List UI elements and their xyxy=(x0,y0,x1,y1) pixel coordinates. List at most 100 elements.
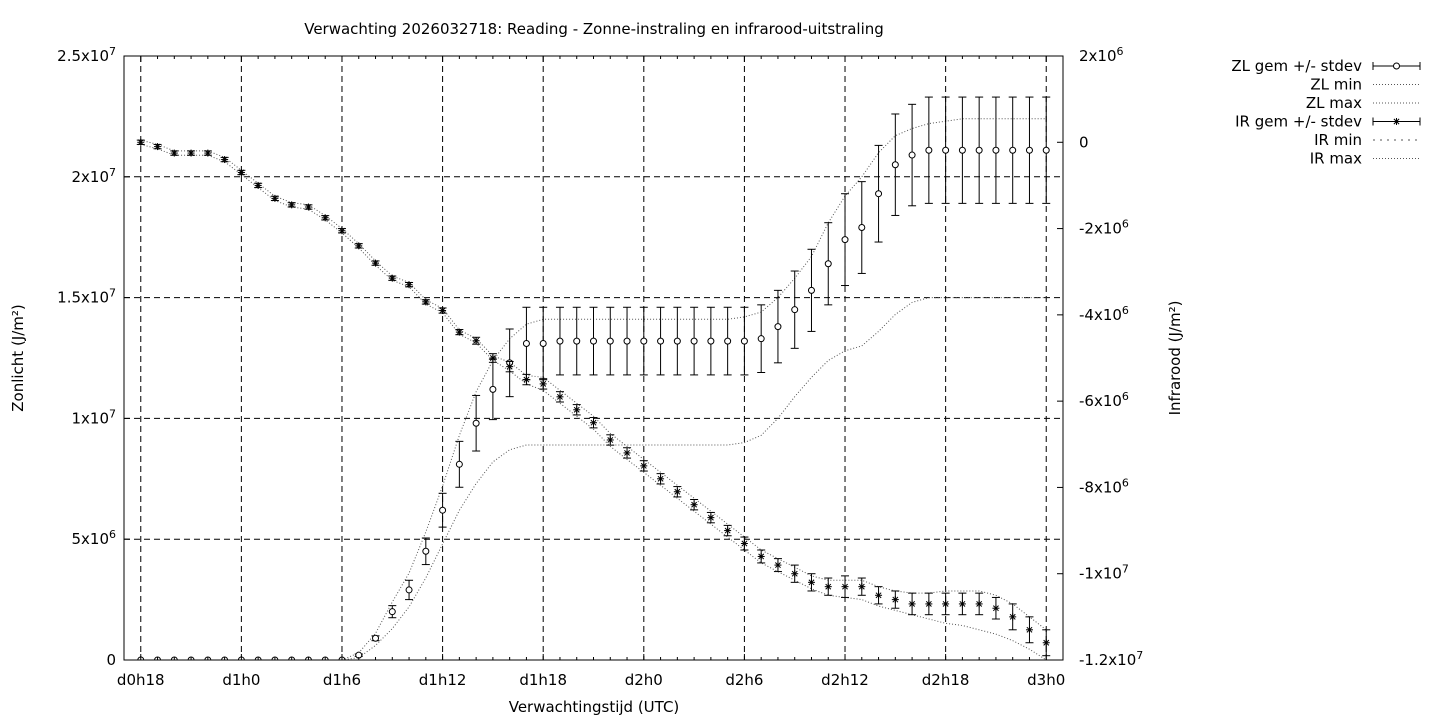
data-point xyxy=(774,323,782,331)
star-marker xyxy=(992,604,1000,612)
tick-label-base: d2h18 xyxy=(922,671,970,689)
data-point xyxy=(824,260,832,268)
tick-label-base: d1h18 xyxy=(519,671,567,689)
star-stroke xyxy=(188,150,195,157)
data-point xyxy=(690,337,698,345)
tick-label-base: -1x10 xyxy=(1079,565,1122,583)
star-marker xyxy=(422,298,430,306)
star-stroke xyxy=(925,600,932,607)
data-point xyxy=(673,337,681,345)
star-stroke xyxy=(674,488,681,495)
star-marker xyxy=(1025,626,1033,634)
legend-label: IR max xyxy=(1310,150,1362,168)
data-point xyxy=(539,340,547,348)
legend-label: ZL max xyxy=(1306,94,1362,112)
series-ir-max xyxy=(140,139,1047,631)
star-stroke xyxy=(724,527,731,534)
star-marker xyxy=(1393,118,1400,125)
data-point xyxy=(757,335,765,343)
legend-item: ZL gem +/- stdev xyxy=(1231,57,1421,75)
star-stroke xyxy=(389,275,396,282)
star-stroke xyxy=(355,242,362,249)
tick-label-base: d1h12 xyxy=(419,671,467,689)
y-tick-label: 2.5x107 xyxy=(57,45,116,65)
data-point xyxy=(925,146,933,154)
data-point xyxy=(942,146,950,154)
data-point xyxy=(606,337,614,345)
star-stroke xyxy=(573,406,580,413)
data-point xyxy=(841,236,849,244)
star-marker xyxy=(875,591,883,599)
star-stroke xyxy=(422,298,429,305)
star-marker xyxy=(975,600,983,608)
legend-label: ZL gem +/- stdev xyxy=(1231,57,1362,75)
data-point xyxy=(975,146,983,154)
legend-item: IR min xyxy=(1314,131,1420,149)
legend-label: IR min xyxy=(1314,131,1362,149)
star-stroke xyxy=(1026,626,1033,633)
data-point xyxy=(439,506,447,514)
tick-label-base: -8x10 xyxy=(1079,478,1122,496)
star-marker xyxy=(271,194,279,202)
tick-label-base: 2.5x10 xyxy=(57,47,109,65)
star-stroke xyxy=(557,393,563,400)
tick-label-base: d3h0 xyxy=(1027,671,1065,689)
star-marker xyxy=(908,600,916,608)
star-stroke xyxy=(624,449,630,456)
data-point xyxy=(791,306,799,314)
star-stroke xyxy=(372,260,379,267)
star-stroke xyxy=(607,437,614,443)
data-point xyxy=(590,337,597,345)
star-stroke xyxy=(942,600,949,607)
y-tick-label: 1x107 xyxy=(71,407,116,427)
star-marker xyxy=(925,600,933,608)
tick-label-exponent: 6 xyxy=(109,528,116,541)
data-point xyxy=(556,337,564,345)
star-stroke xyxy=(774,562,781,569)
data-point xyxy=(640,337,648,345)
star-stroke xyxy=(1043,639,1050,646)
data-point xyxy=(1042,146,1050,154)
tick-label-base: d1h6 xyxy=(323,671,361,689)
star-marker xyxy=(221,156,229,164)
series-zl-min xyxy=(140,297,1047,660)
star-marker xyxy=(439,307,447,315)
star-stroke xyxy=(892,596,899,603)
x-tick-label: d1h6 xyxy=(323,671,361,689)
star-marker xyxy=(791,570,799,578)
tick-label-base: d2h0 xyxy=(625,671,663,689)
legend-label: ZL min xyxy=(1310,76,1362,94)
star-marker xyxy=(623,449,631,457)
y-tick-label: 2x107 xyxy=(71,166,116,186)
tick-label-base: d1h0 xyxy=(222,671,260,689)
star-stroke xyxy=(875,592,882,599)
star-marker xyxy=(489,354,497,362)
star-marker xyxy=(942,600,950,608)
star-marker xyxy=(372,259,380,267)
star-stroke xyxy=(171,150,178,157)
star-stroke xyxy=(691,501,698,508)
star-stroke xyxy=(590,419,597,426)
x-axis-label: Verwachtingstijd (UTC) xyxy=(509,698,680,716)
star-marker xyxy=(254,181,262,189)
tick-label-exponent: 7 xyxy=(1122,563,1129,576)
tick-label-base: 0 xyxy=(106,651,116,669)
star-stroke xyxy=(657,475,664,482)
tick-label-exponent: 7 xyxy=(109,287,116,300)
data-point xyxy=(1025,146,1033,154)
y-tick-label: 0 xyxy=(106,651,116,669)
star-stroke xyxy=(959,600,966,607)
tick-label-exponent: 7 xyxy=(109,407,116,420)
star-marker xyxy=(707,514,715,522)
star-stroke xyxy=(758,553,765,560)
star-stroke xyxy=(540,380,547,387)
star-marker xyxy=(824,583,832,591)
star-stroke xyxy=(976,600,983,607)
star-marker xyxy=(573,406,581,414)
star-marker xyxy=(522,376,530,384)
data-point xyxy=(958,146,966,154)
tick-label-exponent: 7 xyxy=(109,45,116,58)
star-stroke xyxy=(473,337,480,344)
star-marker xyxy=(137,138,145,146)
data-point xyxy=(740,337,748,345)
